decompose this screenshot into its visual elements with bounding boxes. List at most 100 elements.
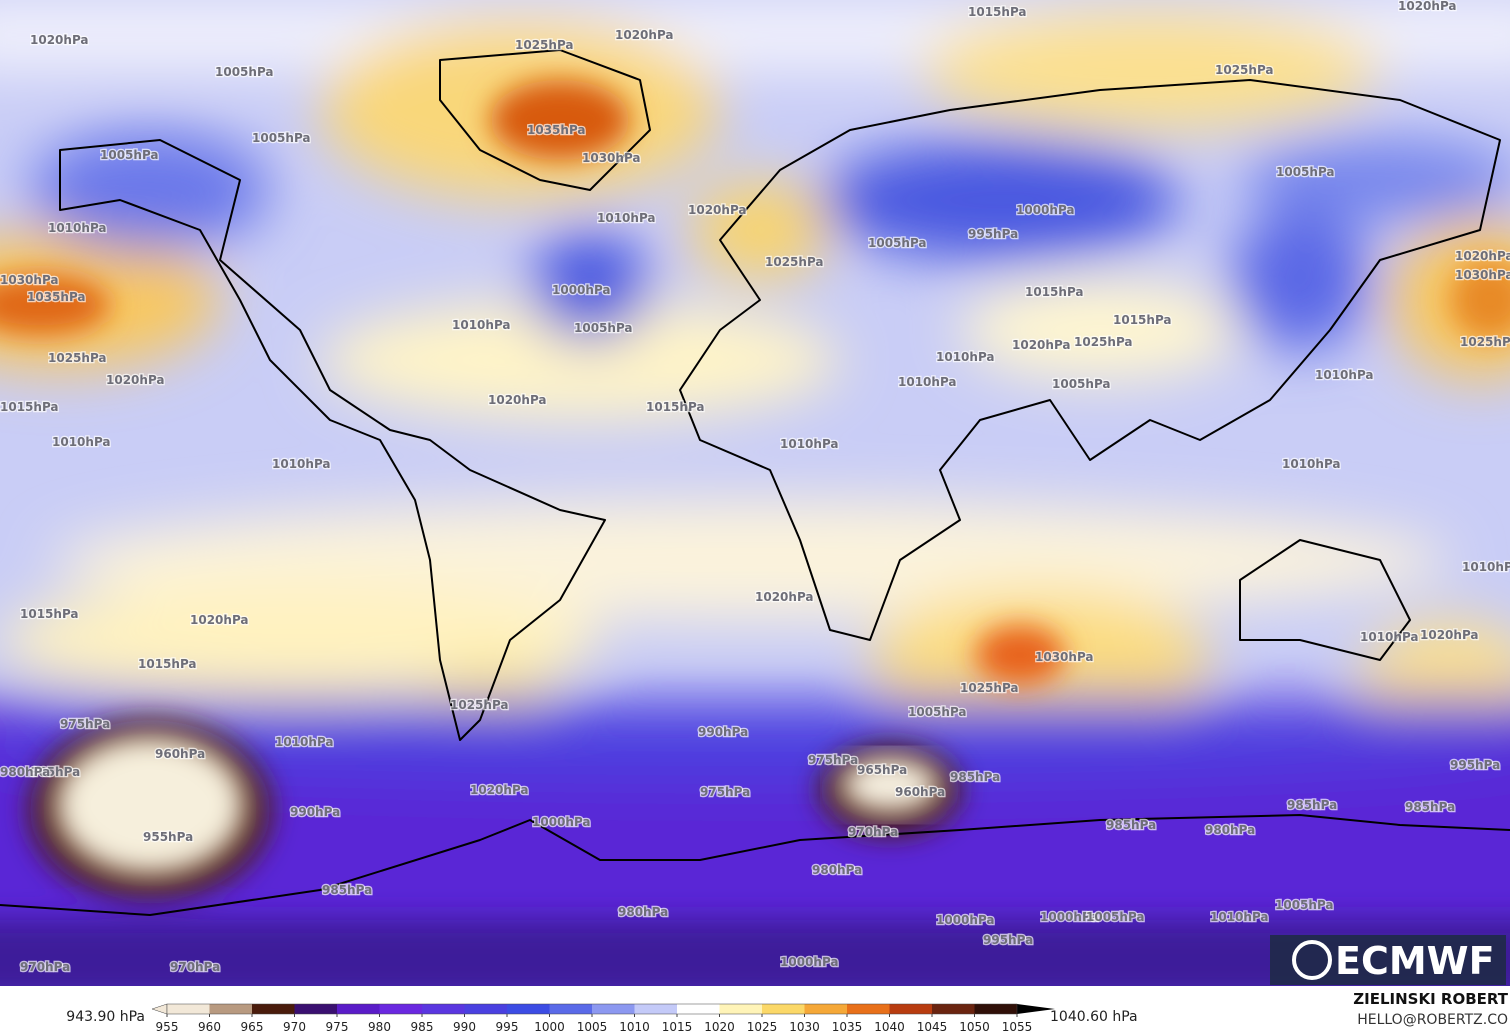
contour-label: 1035hPa [27, 290, 86, 304]
contour-label: 1010hPa [1282, 457, 1341, 471]
contour-label: 1015hPa [0, 400, 59, 414]
contour-label: 1010hPa [936, 350, 995, 364]
contour-label: 1005hPa [252, 131, 311, 145]
colorbar-segment [974, 1004, 1018, 1014]
contour-label: 1025hPa [515, 38, 574, 52]
colorbar-tick-label: 975 [326, 1020, 349, 1034]
contour-label: 1005hPa [868, 236, 927, 250]
contour-label: 1030hPa [1455, 268, 1510, 282]
contour-label: 1005hPa [1276, 165, 1335, 179]
colorbar-segment [719, 1004, 763, 1014]
contour-label: 955hPa [143, 830, 193, 844]
colorbar-tick-label: 995 [496, 1020, 519, 1034]
contour-label: 1000hPa [552, 283, 611, 297]
colorbar-extend-high [1017, 1004, 1055, 1014]
colorbar-min-label: 943.90 hPa [66, 1009, 145, 1025]
contour-label: 1005hPa [1275, 898, 1334, 912]
colorbar-tick-label: 1010 [619, 1020, 650, 1034]
colorbar-tick-label: 1025 [747, 1020, 778, 1034]
colorbar-segment [592, 1004, 635, 1014]
contour-label: 960hPa [155, 747, 205, 761]
contour-label: 1015hPa [138, 657, 197, 671]
contour-label: 1020hPa [190, 613, 249, 627]
contour-label: 980hPa [618, 905, 668, 919]
contour-label: 1005hPa [1052, 377, 1111, 391]
colorbar-segment [549, 1004, 593, 1014]
contour-label: 985hPa [322, 883, 372, 897]
contour-label: 1025hPa [450, 698, 509, 712]
colorbar-segment [677, 1004, 720, 1014]
colorbar-segment [294, 1004, 338, 1014]
contour-label: 970hPa [20, 960, 70, 974]
contour-label: 1035hPa [527, 123, 586, 137]
contour-label: 1025hPa [48, 351, 107, 365]
contour-label: 965hPa [30, 765, 80, 779]
colorbar-segment [167, 1004, 210, 1014]
contour-label: 1010hPa [272, 457, 331, 471]
contour-label: 970hPa [848, 825, 898, 839]
contour-label: 1000hPa [936, 913, 995, 927]
colorbar-tick-label: 1015 [662, 1020, 693, 1034]
contour-label: 985hPa [1405, 800, 1455, 814]
contour-label: 1020hPa [1012, 338, 1071, 352]
contour-label: 1025hPa [1074, 335, 1133, 349]
contour-label: 990hPa [698, 725, 748, 739]
contour-label: 1010hPa [48, 221, 107, 235]
contour-label: 1020hPa [1420, 628, 1479, 642]
contour-label: 1005hPa [908, 705, 967, 719]
author: ZIELINSKI ROBERT [1353, 990, 1508, 1008]
contour-label: 960hPa [895, 785, 945, 799]
colorbar-tick-label: 1040 [874, 1020, 905, 1034]
coastlines [0, 49, 1510, 916]
contour-label: 1010hPa [1360, 630, 1419, 644]
contour-label: 1025hPa [1460, 335, 1510, 349]
contour-label: 1000hPa [1040, 910, 1099, 924]
contour-label: 1015hPa [968, 5, 1027, 19]
colorbar-segment [932, 1004, 975, 1014]
contour-label: 1030hPa [582, 151, 641, 165]
colorbar-tick-label: 960 [198, 1020, 221, 1034]
contour-label: 980hPa [0, 765, 50, 779]
colorbar-max-label: 1040.60 hPa [1050, 1009, 1138, 1025]
colorbar-segment [634, 1004, 678, 1014]
contour-label: 1010hPa [780, 437, 839, 451]
contour-label: 995hPa [968, 227, 1018, 241]
colorbar-tick-label: 955 [156, 1020, 179, 1034]
contour-label: 1000hPa [1016, 203, 1075, 217]
contour-label: 1015hPa [1025, 285, 1084, 299]
contour-label: 1020hPa [30, 33, 89, 47]
contour-label: 1000hPa [532, 815, 591, 829]
contour-label: 1020hPa [106, 373, 165, 387]
colorbar-segment [762, 1004, 805, 1014]
contour-label: 995hPa [1450, 758, 1500, 772]
colorbar-segment [889, 1004, 933, 1014]
contour-label: 1015hPa [646, 400, 705, 414]
colorbar-segment [507, 1004, 550, 1014]
contour-label: 985hPa [950, 770, 1000, 784]
colorbar-tick-label: 1050 [959, 1020, 990, 1034]
logo-box: ECMWF [1270, 935, 1506, 985]
contour-label: 1005hPa [100, 148, 159, 162]
contour-label: 1010hPa [1210, 910, 1269, 924]
colorbar-segment [464, 1004, 508, 1014]
contour-label: 980hPa [1205, 823, 1255, 837]
contour-label: 1005hPa [1086, 910, 1145, 924]
colorbar-tick-label: 1035 [832, 1020, 863, 1034]
colorbar: 955 960 965 970 975 980 985 990 995 1000 1005 1010 1… [151, 1003, 1055, 1034]
contour-label: 1020hPa [470, 783, 529, 797]
contour-label: 1020hPa [615, 28, 674, 42]
contour-label: 1020hPa [1455, 249, 1510, 263]
contour-label: 970hPa [170, 960, 220, 974]
contour-label: 975hPa [60, 717, 110, 731]
colorbar-segment [337, 1004, 380, 1014]
contour-label: 1010hPa [898, 375, 957, 389]
contour-label: 1010hPa [52, 435, 111, 449]
colorbar-tick-label: 1055 [1002, 1020, 1033, 1034]
contour-label: 985hPa [1106, 818, 1156, 832]
colorbar-tick-label: 1005 [577, 1020, 608, 1034]
contour-label: 1025hPa [1215, 63, 1274, 77]
contour-label: 1010hPa [1462, 560, 1510, 574]
